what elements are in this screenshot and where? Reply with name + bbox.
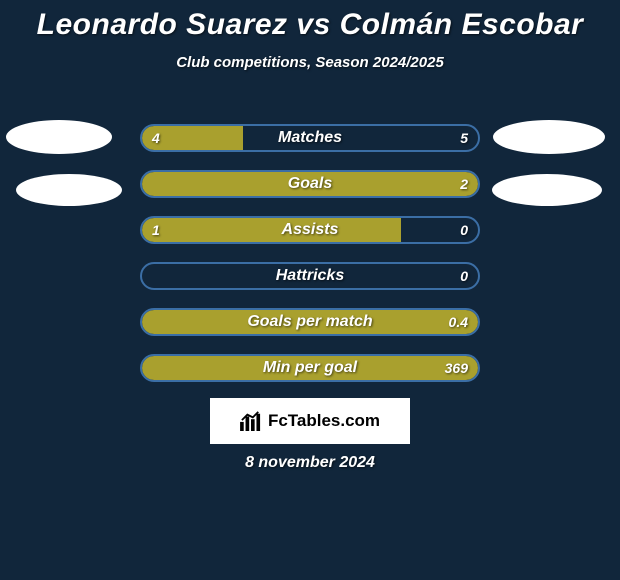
stat-bar: Matches45	[140, 124, 480, 152]
stats-bars-container: Matches45Goals2Assists10Hattricks0Goals …	[140, 124, 480, 400]
stat-bar-left-fill	[142, 310, 478, 334]
footer-date: 8 november 2024	[0, 454, 620, 472]
stat-bar-left-fill	[142, 356, 478, 380]
player-right-photo-placeholder	[493, 120, 605, 154]
chart-icon	[240, 411, 262, 431]
stat-bar-right-value: 0	[460, 218, 468, 242]
stat-bar-label: Hattricks	[142, 264, 478, 288]
page-title: Leonardo Suarez vs Colmán Escobar	[0, 0, 620, 42]
player-left-photo-placeholder	[6, 120, 112, 154]
stat-bar-left-fill	[142, 126, 243, 150]
team-right-logo-placeholder	[492, 174, 602, 206]
stat-bar-right-value: 5	[460, 126, 468, 150]
stat-bar: Min per goal369	[140, 354, 480, 382]
team-left-logo-placeholder	[16, 174, 122, 206]
stat-bar: Goals per match0.4	[140, 308, 480, 336]
site-logo[interactable]: FcTables.com	[210, 398, 410, 444]
stat-bar: Goals2	[140, 170, 480, 198]
site-logo-text: FcTables.com	[268, 411, 380, 431]
page-subtitle: Club competitions, Season 2024/2025	[0, 54, 620, 71]
stat-bar-left-fill	[142, 218, 401, 242]
stat-bar-left-fill	[142, 172, 478, 196]
stat-bar: Hattricks0	[140, 262, 480, 290]
stat-bar: Assists10	[140, 216, 480, 244]
stat-bar-right-value: 0	[460, 264, 468, 288]
